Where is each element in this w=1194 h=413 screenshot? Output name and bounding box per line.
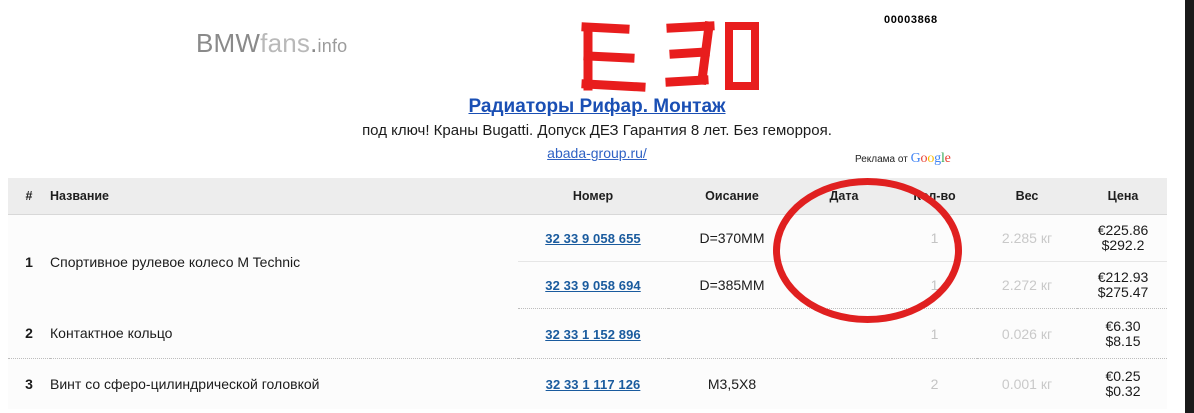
column-header-weight[interactable]: Вес bbox=[977, 178, 1077, 215]
price-eur: €6.30 bbox=[1105, 317, 1141, 334]
cell-price: €225.86 $292.2 bbox=[1077, 214, 1169, 262]
parts-table-container: # Название Номер Оисание Дата Кол-во Вес… bbox=[8, 178, 1169, 409]
ad-url-link[interactable]: abada-group.ru/ bbox=[547, 145, 647, 161]
price-eur: €225.86 bbox=[1097, 222, 1149, 238]
column-header-description[interactable]: Оисание bbox=[668, 178, 796, 215]
ad-title-link[interactable]: Радиаторы Рифар. Монтаж bbox=[468, 96, 726, 117]
column-header-price[interactable]: Цена bbox=[1077, 178, 1169, 215]
part-number-link[interactable]: 32 33 9 058 655 bbox=[545, 231, 641, 246]
price-usd: $8.15 bbox=[1105, 332, 1141, 349]
price-usd: $292.2 bbox=[1101, 237, 1145, 253]
cell-part-number[interactable]: 32 33 1 152 896 bbox=[518, 308, 668, 359]
table-row[interactable]: 3 Винт со сферо-цилиндрической головкой … bbox=[8, 358, 1169, 409]
column-header-quantity[interactable]: Кол-во bbox=[892, 178, 977, 215]
part-number-link[interactable]: 32 33 1 117 126 bbox=[545, 376, 641, 392]
table-header-row: # Название Номер Оисание Дата Кол-во Вес… bbox=[8, 178, 1169, 215]
ad-description: под ключ! Краны Bugatti. Допуск ДЕЗ Гара… bbox=[362, 122, 832, 139]
price-eur: €0.25 bbox=[1105, 367, 1141, 384]
cell-name: Спортивное рулевое колесо M Technic bbox=[50, 214, 518, 309]
cell-description: M3,5X8 bbox=[668, 358, 796, 409]
table-row[interactable]: 1 Спортивное рулевое колесо M Technic 32… bbox=[8, 214, 1169, 309]
ad-url: abada-group.ru/ bbox=[0, 145, 1194, 161]
parts-table-head: # Название Номер Оисание Дата Кол-во Вес… bbox=[8, 178, 1169, 215]
price-usd: $275.47 bbox=[1097, 284, 1149, 300]
cell-part-number[interactable]: 32 33 9 058 694 bbox=[518, 261, 668, 309]
cell-index: 3 bbox=[8, 358, 50, 409]
cell-description: D=385MM bbox=[668, 261, 796, 309]
cell-quantity: 1 bbox=[892, 308, 977, 359]
price-usd: $0.32 bbox=[1105, 382, 1141, 399]
cell-price: €212.93 $275.47 bbox=[1077, 261, 1169, 309]
page-right-gutter bbox=[1167, 0, 1185, 413]
cell-date bbox=[796, 261, 892, 309]
cell-name: Контактное кольцо bbox=[50, 308, 518, 359]
cell-price: €0.25 $0.32 bbox=[1077, 358, 1169, 409]
cell-date bbox=[796, 358, 892, 409]
cell-description bbox=[668, 308, 796, 359]
google-logo: Google bbox=[910, 151, 951, 166]
ad-attribution: Реклама от Google bbox=[855, 151, 951, 167]
handwritten-e30-annotation-icon bbox=[578, 18, 764, 98]
parts-table: # Название Номер Оисание Дата Кол-во Вес… bbox=[8, 178, 1169, 409]
scan-serial-number: 00003868 bbox=[884, 14, 938, 26]
column-header-part-number[interactable]: Номер bbox=[518, 178, 668, 215]
ad-title: Радиаторы Рифар. Монтаж bbox=[0, 96, 1194, 118]
cell-date bbox=[796, 308, 892, 359]
cell-weight: 0.001 кг bbox=[977, 358, 1077, 409]
ad-attribution-text: Реклама от bbox=[855, 154, 908, 165]
cell-quantity: 1 bbox=[892, 261, 977, 309]
column-header-date[interactable]: Дата bbox=[796, 178, 892, 215]
parts-table-body: 1 Спортивное рулевое колесо M Technic 32… bbox=[8, 214, 1169, 409]
cell-index: 2 bbox=[8, 308, 50, 359]
cell-quantity: 1 bbox=[892, 214, 977, 262]
cell-date bbox=[796, 214, 892, 262]
cell-weight: 2.272 кг bbox=[977, 261, 1077, 309]
cell-price: €6.30 $8.15 bbox=[1077, 308, 1169, 359]
cell-description: D=370MM bbox=[668, 214, 796, 262]
logo-text-dot: . bbox=[310, 28, 318, 58]
cell-name: Винт со сферо-цилиндрической головкой bbox=[50, 358, 518, 409]
part-number-link[interactable]: 32 33 9 058 694 bbox=[545, 278, 641, 293]
site-logo: BMWfans.info bbox=[196, 28, 347, 59]
page-right-edge-band bbox=[1185, 0, 1194, 413]
table-row[interactable]: 2 Контактное кольцо 32 33 1 152 896 1 0.… bbox=[8, 308, 1169, 359]
column-header-name[interactable]: Название bbox=[50, 178, 518, 215]
cell-index: 1 bbox=[8, 214, 50, 309]
logo-text-info: info bbox=[317, 36, 348, 56]
price-eur: €212.93 bbox=[1097, 269, 1149, 285]
part-number-link[interactable]: 32 33 1 152 896 bbox=[545, 326, 641, 342]
cell-quantity: 2 bbox=[892, 358, 977, 409]
cell-part-number[interactable]: 32 33 9 058 655 bbox=[518, 214, 668, 262]
cell-part-number[interactable]: 32 33 1 117 126 bbox=[518, 358, 668, 409]
logo-text-bmw: BMW bbox=[196, 28, 261, 58]
cell-weight: 2.285 кг bbox=[977, 214, 1077, 262]
column-header-index[interactable]: # bbox=[8, 178, 50, 215]
cell-weight: 0.026 кг bbox=[977, 308, 1077, 359]
logo-text-fans: fans bbox=[260, 28, 311, 58]
